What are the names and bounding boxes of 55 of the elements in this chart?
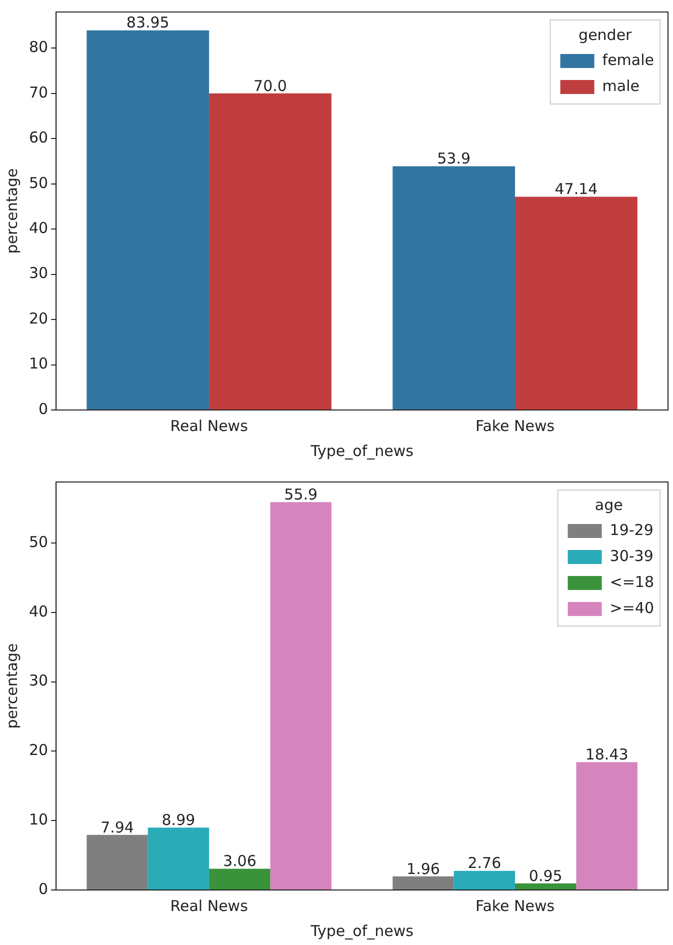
x-axis-title: Type_of_news xyxy=(310,442,414,460)
data-label: 83.95 xyxy=(126,14,170,32)
y-tick-label: 30 xyxy=(28,264,48,282)
y-tick-label: 50 xyxy=(28,532,48,551)
bar xyxy=(86,834,148,890)
x-tick-label: Real News xyxy=(170,896,248,915)
y-tick-label: 0 xyxy=(38,880,48,898)
y-tick-label: 80 xyxy=(28,38,48,56)
y-tick-label: 40 xyxy=(28,602,48,620)
data-label: 55.9 xyxy=(284,486,318,504)
y-tick-label: 10 xyxy=(28,354,48,373)
data-label: 3.06 xyxy=(222,852,256,870)
y-tick-label: 50 xyxy=(28,174,48,192)
legend-title: age xyxy=(594,496,623,514)
data-label: 70.0 xyxy=(254,76,287,95)
y-axis-title: percentage xyxy=(2,643,21,729)
y-tick-label: 20 xyxy=(28,741,48,760)
legend-label: male xyxy=(602,76,640,95)
legend-label: 30-39 xyxy=(610,546,654,565)
legend-label: female xyxy=(602,50,654,69)
bar xyxy=(270,502,332,890)
bar xyxy=(515,883,576,890)
bar xyxy=(454,870,516,890)
bar xyxy=(209,93,332,410)
bar xyxy=(515,196,638,410)
y-tick-label: 60 xyxy=(28,128,48,147)
x-tick-label: Real News xyxy=(170,416,248,435)
y-tick-label: 20 xyxy=(28,309,48,328)
data-label: 2.76 xyxy=(468,854,502,872)
y-tick-label: 30 xyxy=(28,672,48,690)
legend-title: gender xyxy=(578,26,633,44)
y-tick-label: 0 xyxy=(38,400,48,418)
data-label: 1.96 xyxy=(406,860,440,878)
y-tick-label: 40 xyxy=(28,218,48,237)
legend-label: <=18 xyxy=(610,572,654,591)
data-label: 7.94 xyxy=(100,818,134,836)
x-axis-title: Type_of_news xyxy=(310,922,414,940)
legend-label: >=40 xyxy=(610,598,654,617)
bar xyxy=(148,828,210,890)
bar xyxy=(392,166,516,410)
y-tick-label: 10 xyxy=(28,810,48,829)
x-tick-label: Fake News xyxy=(475,416,555,435)
data-label: 18.43 xyxy=(585,746,628,764)
data-label: 0.95 xyxy=(528,866,562,885)
bar xyxy=(576,762,638,890)
x-tick-label: Fake News xyxy=(475,896,555,915)
bar xyxy=(209,868,270,890)
y-tick-label: 70 xyxy=(28,83,48,102)
data-label: 8.99 xyxy=(162,811,196,830)
y-axis-title: percentage xyxy=(2,168,21,254)
data-label: 47.14 xyxy=(554,180,598,198)
data-label: 53.9 xyxy=(437,150,471,168)
bar xyxy=(392,876,454,890)
legend-label: 19-29 xyxy=(610,520,654,539)
bar xyxy=(86,30,210,410)
